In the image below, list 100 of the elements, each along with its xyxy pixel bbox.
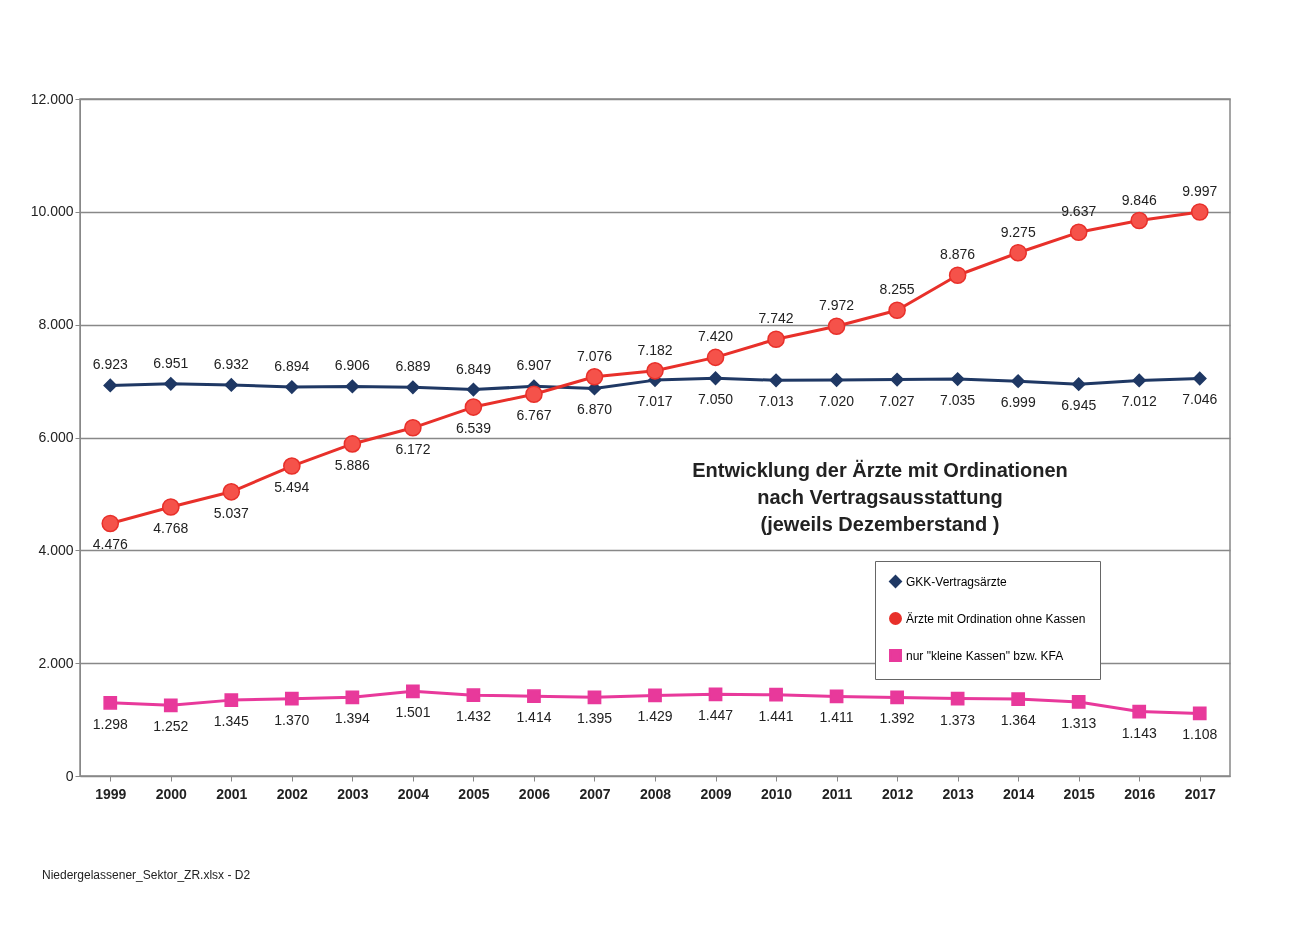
point — [1132, 704, 1147, 719]
data-label: 6.172 — [395, 440, 431, 457]
point — [406, 684, 420, 699]
data-label: 1.429 — [637, 708, 673, 725]
data-label: 7.050 — [698, 391, 734, 408]
data-label: 6.889 — [395, 358, 431, 375]
point — [769, 687, 783, 702]
data-label: 1.392 — [879, 710, 915, 727]
point — [222, 483, 241, 501]
point — [827, 317, 846, 336]
data-label: 7.013 — [758, 393, 794, 410]
point — [829, 373, 844, 387]
data-label: 7.017 — [637, 393, 673, 410]
data-label: 6.539 — [455, 420, 492, 437]
x-tick-label: 2005 — [458, 785, 490, 802]
point — [767, 330, 785, 349]
text: Niedergelassener_Sektor_ZR.xlsx - D2 — [42, 868, 251, 882]
point — [1192, 706, 1207, 721]
point — [101, 514, 120, 533]
data-label: 4.768 — [153, 520, 189, 537]
data-label: 9.846 — [1121, 191, 1157, 208]
data-label: 1.143 — [1121, 724, 1157, 741]
point — [948, 266, 967, 285]
text: Entwicklung der Ärzte mit Ordinationen nach Vertragsausstattung (jeweils Dezemberstand ) — [692, 459, 1068, 535]
x-tick-label: 1999 — [95, 785, 127, 802]
point — [224, 378, 239, 392]
y-tick-label: 12.000 — [30, 90, 74, 107]
x-tick-label: 2009 — [700, 785, 732, 802]
point — [404, 419, 422, 437]
y-tick-label: 10.000 — [30, 203, 74, 220]
y-tick-label: 4.000 — [38, 541, 74, 558]
data-label: 6.894 — [274, 358, 310, 375]
data-label: 8.876 — [940, 246, 976, 263]
data-label: 4.476 — [92, 536, 128, 553]
x-tick-label: 2015 — [1063, 785, 1095, 802]
data-label: 5.037 — [213, 504, 250, 521]
data-label: 1.370 — [274, 711, 310, 728]
point — [527, 689, 541, 704]
data-label: 6.923 — [92, 356, 128, 373]
point — [829, 689, 844, 704]
data-label: 7.972 — [819, 297, 855, 314]
data-label: 7.027 — [879, 392, 915, 409]
point — [466, 382, 481, 397]
point — [103, 378, 118, 393]
x-tick-label: 2001 — [216, 785, 248, 802]
data-label: 7.020 — [819, 392, 855, 409]
point — [343, 435, 362, 453]
data-label: 1.441 — [758, 707, 794, 724]
data-label: 7.742 — [758, 310, 794, 327]
point — [708, 687, 723, 702]
x-tick-label: 2016 — [1124, 785, 1156, 802]
point — [163, 376, 178, 391]
x-tick-label: 2010 — [760, 785, 793, 802]
point — [1130, 211, 1149, 230]
data-label: 8.255 — [879, 281, 915, 298]
y-tick-label: 6.000 — [38, 429, 74, 445]
data-label: 6.932 — [213, 355, 250, 372]
legend-label: nur "kleine Kassen" bzw. KFA — [906, 648, 1064, 663]
point — [1071, 377, 1086, 392]
legend-label: Ärzte mit Ordination ohne Kassen — [906, 611, 1086, 626]
point — [888, 301, 906, 320]
data-label: 6.945 — [1061, 397, 1097, 414]
point — [587, 690, 602, 705]
legend-label: GKK-Vertragsärzte — [906, 574, 1008, 589]
point — [284, 380, 299, 394]
point — [466, 688, 481, 703]
point — [708, 371, 723, 386]
x-tick-label: 2000 — [155, 785, 188, 802]
data-label: 1.345 — [213, 713, 250, 730]
point — [769, 373, 783, 388]
data-label: 6.870 — [576, 401, 613, 418]
data-label: 1.447 — [698, 707, 734, 724]
data-label: 1.364 — [1000, 712, 1036, 729]
data-label: 7.076 — [576, 347, 613, 364]
point — [585, 368, 604, 386]
data-label: 1.313 — [1061, 714, 1097, 731]
data-label: 6.906 — [334, 357, 371, 374]
x-tick-label: 2012 — [882, 785, 914, 802]
x-tick-label: 2017 — [1184, 785, 1217, 802]
data-label: 1.501 — [395, 704, 431, 721]
x-tick-label: 2011 — [821, 785, 853, 802]
point — [646, 362, 664, 380]
point — [1069, 223, 1088, 242]
point — [1011, 374, 1026, 389]
data-label: 1.108 — [1182, 726, 1218, 743]
x-tick-label: 2002 — [276, 785, 309, 802]
point — [1009, 243, 1027, 262]
data-label: 7.182 — [637, 341, 673, 358]
data-label: 1.298 — [92, 715, 128, 732]
data-label: 1.395 — [576, 710, 613, 727]
point — [1071, 695, 1086, 709]
point — [706, 348, 725, 367]
point — [103, 695, 118, 710]
point — [1190, 203, 1209, 221]
x-tick-label: 2007 — [579, 785, 611, 802]
x-tick-label: 2008 — [639, 785, 672, 802]
data-label: 1.411 — [819, 709, 854, 726]
data-label: 7.420 — [698, 328, 734, 345]
data-label: 5.886 — [334, 456, 371, 473]
x-tick-label: 2004 — [397, 785, 430, 802]
